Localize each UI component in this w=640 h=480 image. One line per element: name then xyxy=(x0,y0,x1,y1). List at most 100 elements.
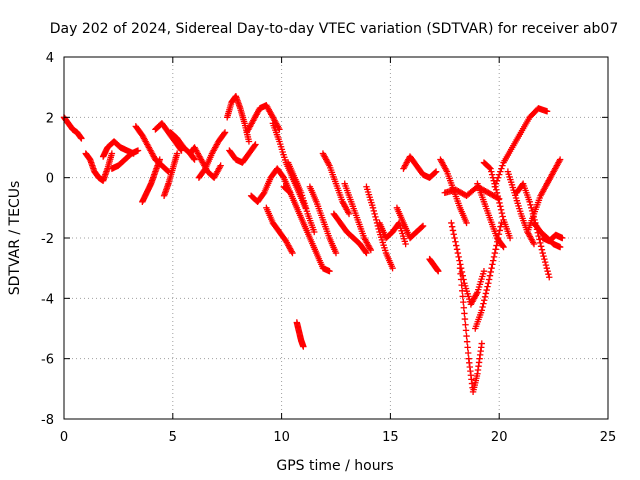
data-point xyxy=(459,293,466,300)
data-point xyxy=(487,268,494,276)
data-point xyxy=(491,249,499,257)
data-point xyxy=(499,213,506,220)
data-point xyxy=(486,164,493,172)
y-tick-label: -4 xyxy=(41,292,54,307)
data-point xyxy=(363,249,370,257)
data-point xyxy=(451,234,458,242)
data-point xyxy=(539,249,546,257)
data-point xyxy=(481,293,489,301)
data-point xyxy=(526,198,533,205)
data-point xyxy=(460,298,467,306)
data-point xyxy=(453,246,461,253)
x-tick-label: 5 xyxy=(169,430,177,445)
series-arc21 xyxy=(306,183,340,257)
data-point xyxy=(492,246,499,253)
data-point xyxy=(460,304,468,311)
y-tick-label: 2 xyxy=(46,111,54,126)
x-tick-label: 0 xyxy=(60,430,68,445)
data-point xyxy=(488,168,495,175)
data-point xyxy=(482,290,490,297)
data-point xyxy=(478,307,485,314)
series-arc36 xyxy=(480,159,514,242)
data-point xyxy=(289,249,296,257)
data-point xyxy=(463,219,470,227)
data-point xyxy=(245,138,253,145)
data-point xyxy=(478,340,485,347)
data-point xyxy=(108,150,116,157)
data-point xyxy=(463,338,471,345)
data-point xyxy=(483,286,490,294)
data-point xyxy=(479,303,486,311)
series-arc39 xyxy=(513,180,553,281)
data-point xyxy=(173,150,181,157)
y-tick-label: -6 xyxy=(41,353,54,368)
data-point xyxy=(536,236,543,243)
data-point xyxy=(480,300,487,307)
data-point xyxy=(480,267,488,275)
data-point xyxy=(490,253,498,261)
data-point xyxy=(497,223,504,230)
data-point xyxy=(456,257,463,264)
data-point xyxy=(491,183,499,190)
data-point xyxy=(134,147,142,154)
series-arc24 xyxy=(341,180,375,254)
data-point xyxy=(498,165,505,172)
series-arc33 xyxy=(472,219,505,332)
data-point xyxy=(455,253,462,261)
data-point xyxy=(528,204,535,212)
series-arc30 xyxy=(437,156,470,227)
data-point xyxy=(464,344,471,351)
data-point xyxy=(454,249,462,257)
data-point xyxy=(191,156,198,163)
data-point xyxy=(432,168,440,175)
series-arc13 xyxy=(226,141,259,166)
y-axis-label: SDTVAR / TECUs xyxy=(7,181,23,296)
series-arc28 xyxy=(400,153,440,181)
data-point xyxy=(458,281,465,289)
series-arc20 xyxy=(293,319,307,350)
data-point xyxy=(221,130,228,137)
y-tick-label: 4 xyxy=(46,51,54,66)
data-point xyxy=(527,201,534,209)
data-point xyxy=(493,177,501,184)
data-point xyxy=(456,264,464,272)
data-point xyxy=(497,203,504,210)
data-point xyxy=(537,243,545,250)
data-point xyxy=(543,264,550,272)
data-point xyxy=(546,274,553,281)
data-point xyxy=(450,231,457,238)
data-point xyxy=(432,169,439,176)
series-arc40 xyxy=(524,156,564,236)
data-point xyxy=(494,192,502,200)
data-point xyxy=(497,168,504,175)
grid-lines xyxy=(64,57,608,419)
data-point xyxy=(492,180,500,187)
data-point xyxy=(485,276,493,283)
data-point xyxy=(481,297,488,304)
data-point xyxy=(494,174,502,181)
data-point xyxy=(540,252,547,260)
data-point xyxy=(459,287,466,294)
data-points xyxy=(60,93,566,396)
series-arc14 xyxy=(243,102,283,136)
series-arc29 xyxy=(426,255,442,275)
data-point xyxy=(542,261,550,269)
data-point xyxy=(252,141,259,148)
series-arc22 xyxy=(319,150,353,218)
series-arc8 xyxy=(160,150,181,199)
series-arc19 xyxy=(284,159,318,236)
data-point xyxy=(449,227,457,234)
data-point xyxy=(484,283,491,290)
data-point xyxy=(463,332,470,340)
series-arc4 xyxy=(108,147,142,172)
data-point xyxy=(543,108,551,115)
data-point xyxy=(372,213,379,221)
data-point xyxy=(457,276,465,283)
data-point xyxy=(490,257,497,264)
data-point xyxy=(487,165,494,172)
series-arc12 xyxy=(224,93,253,145)
data-point xyxy=(559,234,566,242)
data-point xyxy=(276,126,283,133)
data-point xyxy=(498,209,506,217)
